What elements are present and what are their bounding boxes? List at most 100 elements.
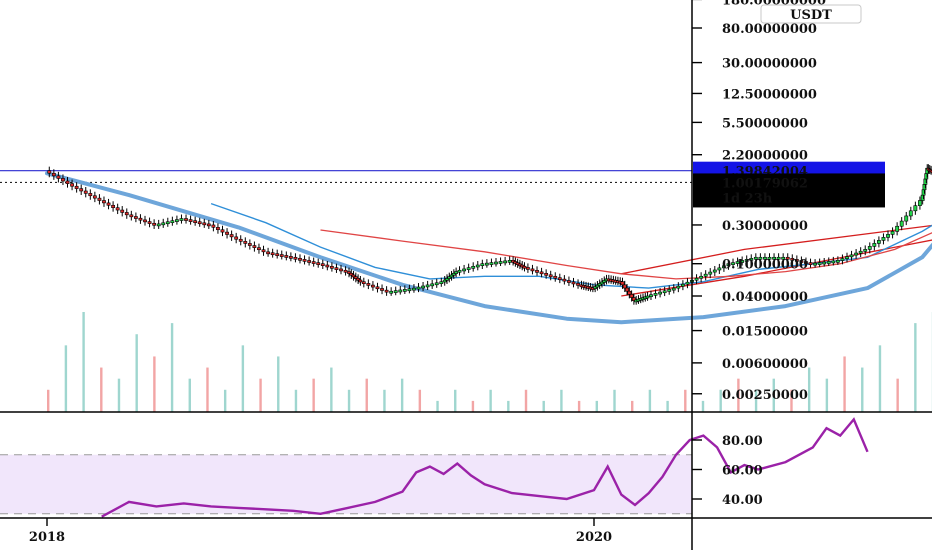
candle [393, 290, 398, 293]
candle [92, 195, 97, 199]
volume-bar [347, 389, 351, 412]
candle [407, 288, 412, 292]
candle [238, 238, 243, 242]
candle [475, 264, 480, 268]
candle [530, 268, 535, 272]
candle [526, 267, 530, 270]
volume-bar [595, 400, 599, 412]
price-label-countdown: 1d 23h [722, 191, 773, 206]
candle [454, 271, 459, 274]
candle [412, 287, 416, 291]
moving-average-red [320, 229, 932, 280]
candle [471, 266, 476, 269]
volume-bar [613, 389, 616, 412]
candle [307, 260, 312, 263]
candle [835, 260, 840, 263]
candle [133, 216, 138, 219]
candle [767, 256, 772, 260]
candle [83, 190, 88, 194]
volume-bar [560, 389, 563, 412]
candle [699, 275, 704, 279]
volume-bar [365, 378, 368, 412]
candle [484, 262, 489, 266]
candle [522, 265, 527, 269]
candle [261, 249, 266, 253]
volume-bar [47, 389, 50, 412]
candle [279, 254, 284, 257]
candle [102, 200, 106, 204]
y-tick-label: 12.50000000 [722, 87, 817, 102]
candle [881, 237, 886, 241]
candle [316, 262, 321, 265]
candle [243, 241, 248, 244]
currency-badge [760, 4, 862, 24]
candle [356, 278, 361, 281]
candle [380, 288, 384, 291]
candle [507, 260, 512, 263]
candle [845, 256, 849, 259]
candle [447, 276, 452, 279]
volume-bar [153, 356, 156, 412]
volume-bar [135, 334, 138, 412]
candle [790, 258, 795, 261]
candle [749, 258, 754, 261]
candle [206, 223, 211, 227]
volume-bar [489, 389, 492, 412]
rsi-tick-label: 80.00 [722, 434, 763, 449]
volume-bar [436, 400, 439, 412]
candle [918, 200, 922, 206]
candle [597, 283, 602, 286]
candle [544, 273, 549, 276]
channel-lower [621, 239, 932, 297]
x-tick-label: 2020 [576, 530, 612, 545]
volume-bar [914, 323, 917, 412]
candle [416, 286, 421, 290]
candle [480, 263, 485, 266]
volume-bar [206, 367, 209, 412]
candle [548, 274, 553, 278]
candle [347, 271, 351, 274]
candle [311, 261, 316, 264]
candle [804, 261, 808, 264]
candle [266, 251, 270, 255]
candle [876, 240, 881, 244]
candle [498, 261, 503, 264]
candle [457, 269, 462, 273]
candle [51, 172, 56, 177]
candle [553, 275, 558, 279]
candle [402, 289, 407, 292]
candle [425, 284, 430, 288]
candle [799, 260, 804, 263]
candle [557, 277, 562, 280]
y-tick-label: 0.01500000 [722, 325, 808, 340]
projection-curve [45, 171, 932, 325]
candle [649, 294, 653, 297]
candle [858, 250, 863, 254]
candle [449, 274, 454, 278]
candle [489, 262, 494, 265]
currency-label: USDT [790, 8, 832, 23]
candle [138, 217, 143, 221]
candle [343, 269, 348, 273]
candle [334, 267, 339, 270]
candle [717, 267, 722, 271]
candle [202, 222, 207, 226]
candle [358, 279, 363, 283]
candle [763, 256, 767, 260]
candle [722, 265, 726, 269]
volume-bar [772, 378, 775, 412]
volume-bar [400, 378, 404, 412]
candle [867, 246, 872, 250]
candle [731, 262, 735, 265]
candle [257, 247, 261, 251]
volume-bar [807, 367, 811, 412]
candle [662, 290, 667, 294]
candle [398, 289, 403, 293]
candle [247, 243, 252, 246]
candle [366, 283, 371, 286]
rsi-tick-label: 60.00 [722, 464, 763, 479]
candle [439, 281, 444, 285]
candle [913, 205, 918, 212]
